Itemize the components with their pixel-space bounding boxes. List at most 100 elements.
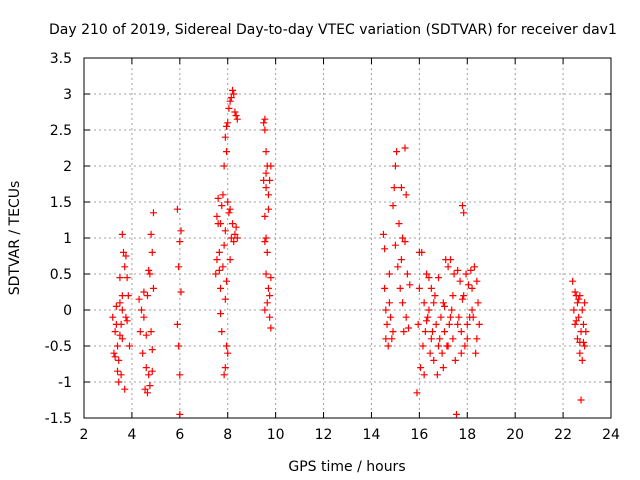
data-point [576, 349, 584, 357]
data-point [230, 238, 238, 246]
data-point [469, 313, 477, 321]
data-point [139, 349, 147, 357]
data-point [435, 274, 443, 282]
data-point [229, 220, 237, 228]
data-point [581, 342, 589, 350]
data-point [458, 202, 466, 210]
data-point [114, 342, 122, 350]
data-point [123, 274, 131, 282]
grid-lines [84, 58, 611, 418]
data-point [177, 288, 185, 296]
data-point [217, 310, 225, 318]
data-point [115, 356, 123, 364]
data-point [232, 223, 240, 231]
data-point [220, 162, 228, 170]
data-point [425, 306, 433, 314]
y-tick-label: 2 [63, 159, 72, 175]
data-point [575, 295, 583, 303]
data-point [177, 227, 185, 235]
data-point [267, 324, 275, 332]
data-point [389, 202, 397, 210]
data-point [261, 238, 269, 246]
x-tick-label: 14 [363, 427, 381, 443]
data-point [264, 284, 272, 292]
data-point [389, 328, 397, 336]
data-point [432, 320, 440, 328]
data-point [463, 320, 471, 328]
y-axis-label: SDTVAR / TECUs [7, 181, 23, 296]
data-point [224, 119, 232, 127]
data-point [226, 205, 234, 213]
data-point [577, 396, 585, 404]
data-point [213, 212, 221, 220]
y-tick-label: -0.5 [45, 339, 72, 355]
data-point [454, 320, 462, 328]
data-point [115, 378, 123, 386]
data-point [114, 367, 122, 375]
data-point [571, 320, 579, 328]
data-point [175, 263, 183, 271]
data-point [406, 281, 414, 289]
data-point [266, 176, 274, 184]
data-point [431, 292, 439, 300]
data-point [229, 86, 237, 94]
x-tick-labels: 2 4 6 8 10 12 14 16 18 20 22 24 [80, 427, 620, 443]
x-tick-label: 10 [267, 427, 285, 443]
data-point [146, 382, 154, 390]
data-point [435, 342, 443, 350]
data-point [262, 169, 270, 177]
data-point [261, 212, 269, 220]
data-point [385, 299, 393, 307]
data-point [120, 248, 128, 256]
data-point [403, 270, 411, 278]
data-point [447, 313, 455, 321]
data-point [124, 292, 132, 300]
data-point [437, 313, 445, 321]
data-point [391, 241, 399, 249]
data-point [460, 292, 468, 300]
data-point [427, 335, 435, 343]
plot-frame [83, 57, 612, 419]
data-point [218, 202, 226, 210]
data-point [221, 133, 229, 141]
y-tick-label: 2.5 [50, 123, 72, 139]
data-point [425, 274, 433, 282]
data-point [578, 356, 586, 364]
data-point [421, 328, 429, 336]
data-point [215, 266, 223, 274]
data-point [220, 241, 228, 249]
x-tick-label: 12 [315, 427, 333, 443]
data-point [430, 299, 438, 307]
data-point [262, 234, 270, 242]
data-point [118, 335, 126, 343]
data-point [231, 108, 239, 116]
data-point [395, 220, 403, 228]
data-point [441, 302, 449, 310]
data-point [464, 281, 472, 289]
data-point [267, 162, 275, 170]
y-tick-label: -1 [58, 375, 72, 391]
data-point [439, 299, 447, 307]
data-point [438, 349, 446, 357]
data-points [109, 86, 590, 418]
data-point [260, 176, 268, 184]
data-point [262, 270, 270, 278]
data-point [390, 184, 398, 192]
data-point [264, 205, 272, 213]
data-point [456, 277, 464, 285]
data-point [576, 338, 584, 346]
data-point [118, 306, 126, 314]
data-point [384, 342, 392, 350]
data-point [467, 266, 475, 274]
data-point [383, 320, 391, 328]
data-point [148, 367, 156, 375]
data-point [573, 299, 581, 307]
data-point [135, 295, 143, 303]
data-point [570, 306, 578, 314]
y-tick-label: 0.5 [50, 267, 72, 283]
data-point [121, 263, 129, 271]
data-point [266, 313, 274, 321]
data-point [261, 126, 269, 134]
chart-title: Day 210 of 2019, Sidereal Day-to-day VTE… [49, 22, 617, 38]
